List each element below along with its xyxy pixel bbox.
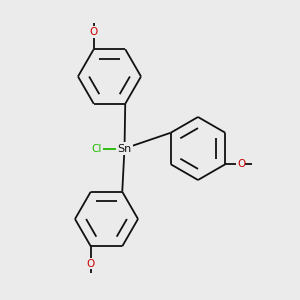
Text: O: O <box>237 159 245 169</box>
Text: Cl: Cl <box>91 143 101 154</box>
Text: O: O <box>87 259 95 269</box>
Text: O: O <box>90 27 98 37</box>
Text: Sn: Sn <box>117 143 132 154</box>
